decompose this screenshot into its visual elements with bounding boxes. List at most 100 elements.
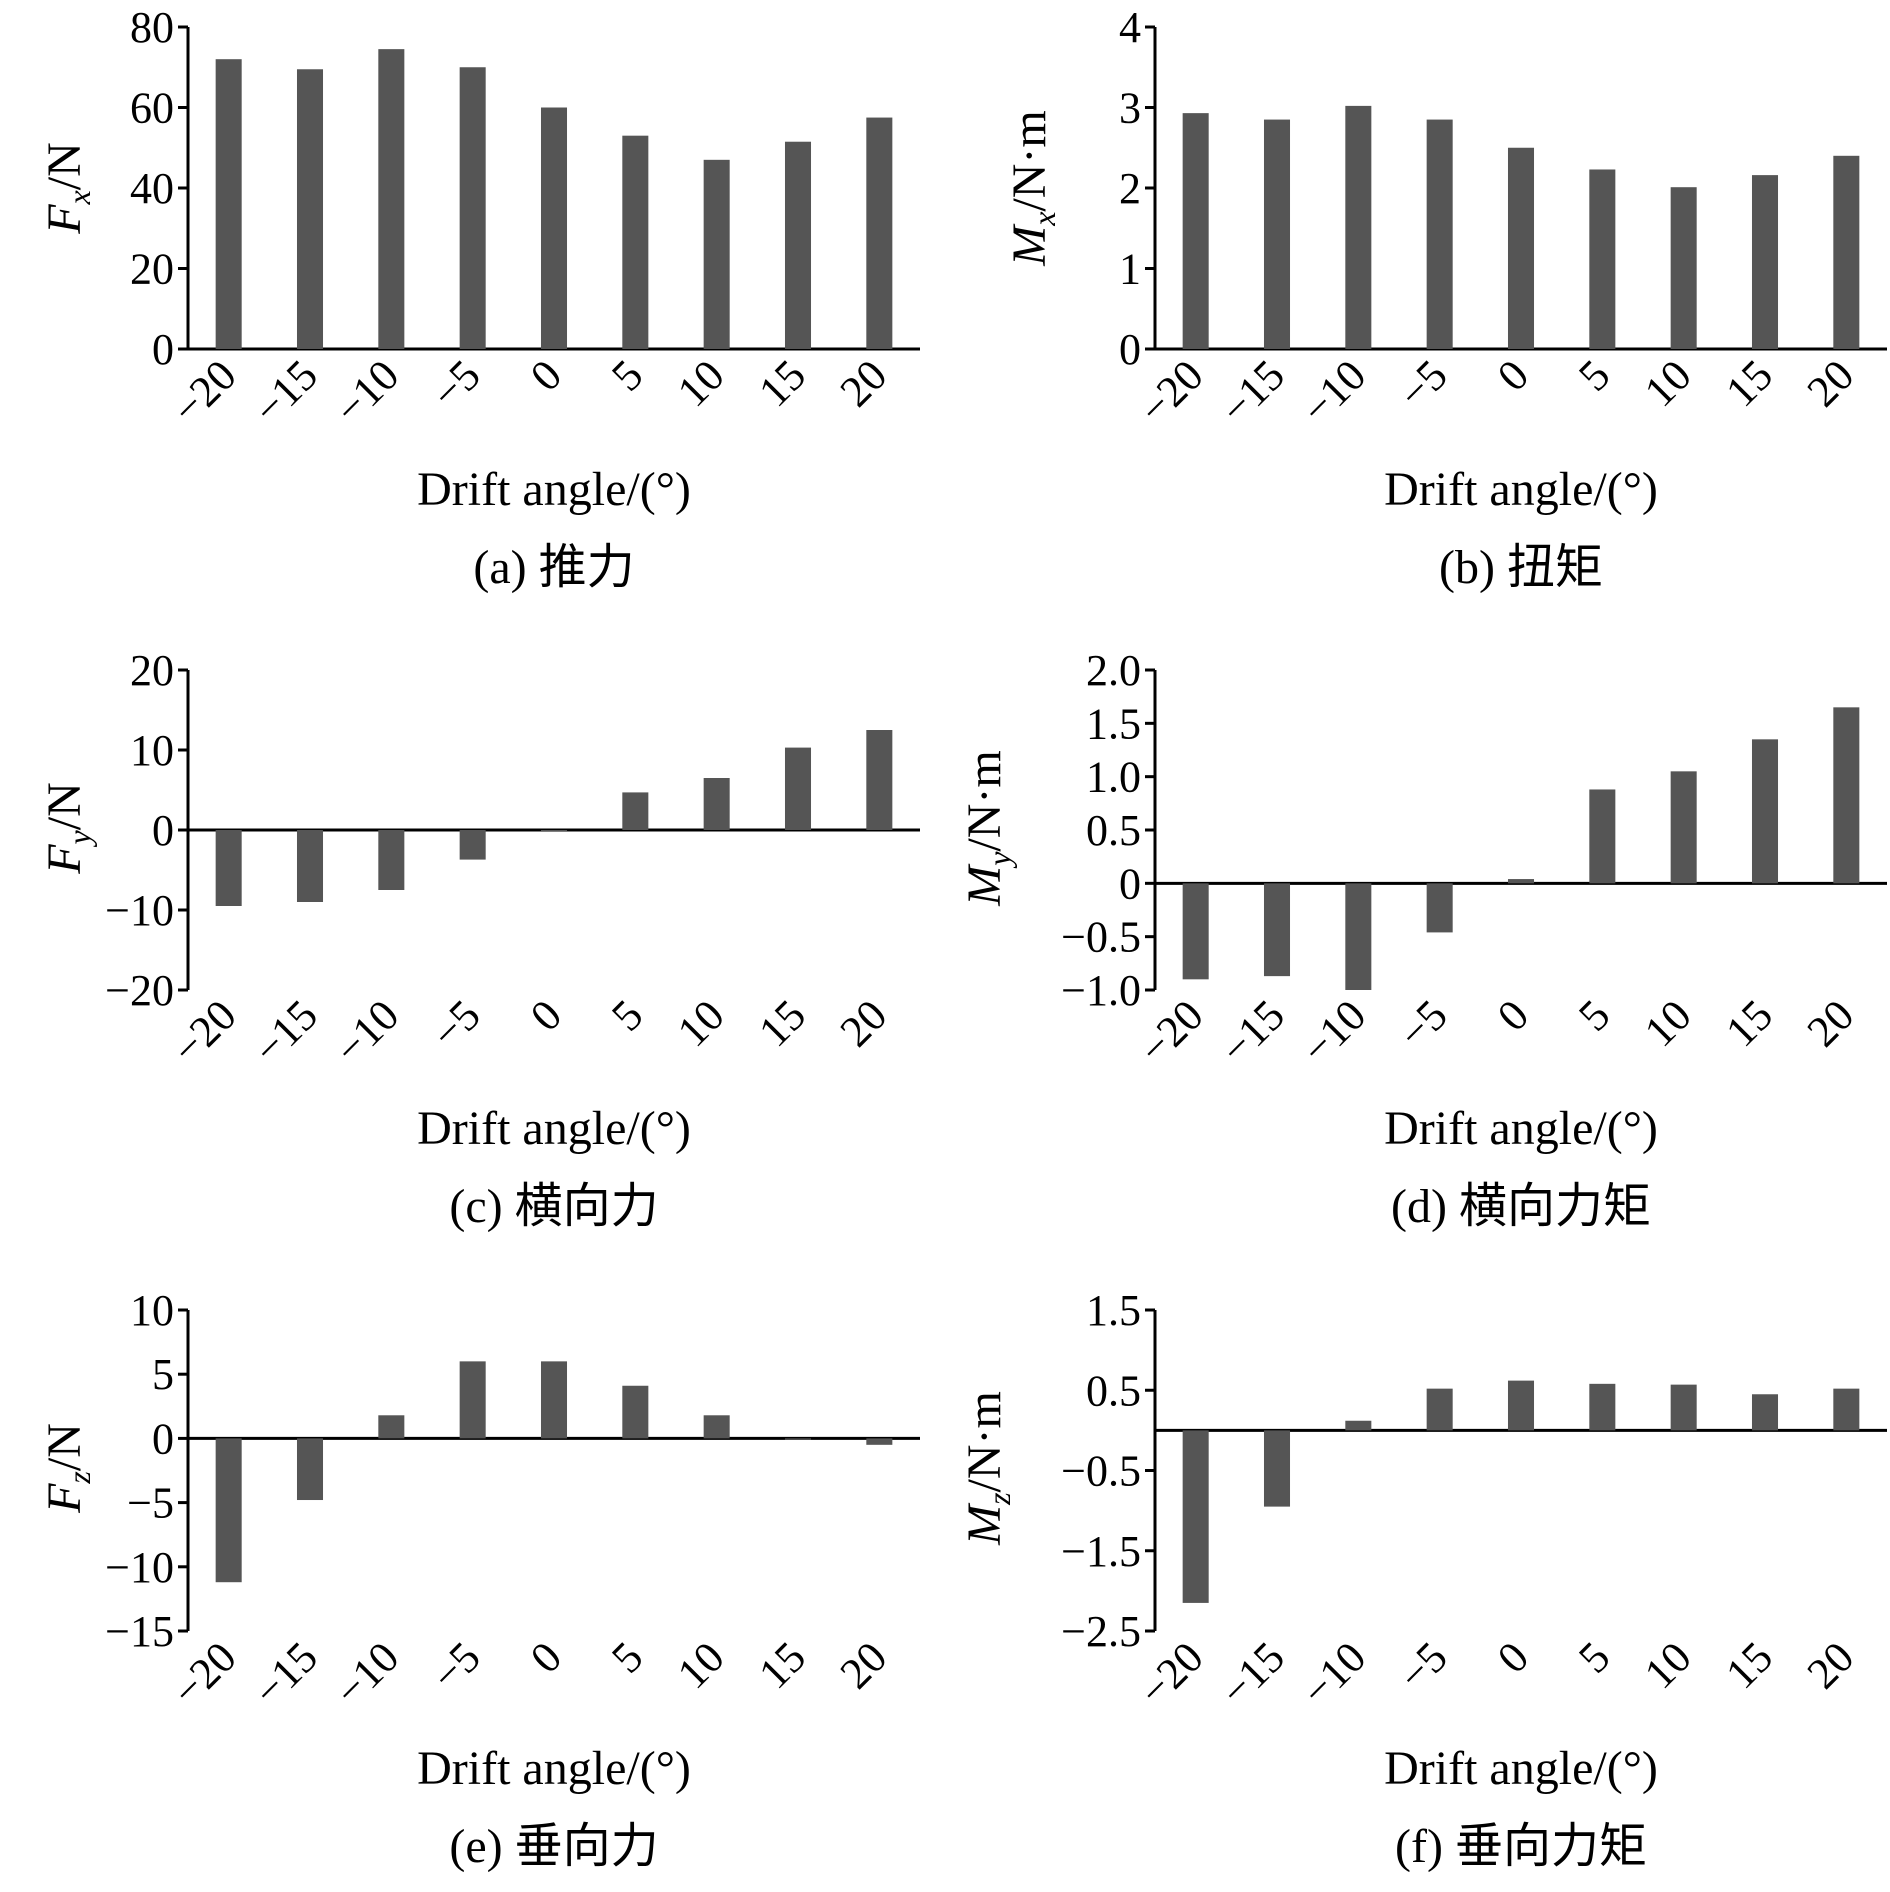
panel-caption: (d) 横向力矩 [1391,1180,1651,1233]
y-axis-unit: /N·m [958,1391,1011,1492]
y-axis-subscript: x [1026,212,1062,227]
bar-0 [540,830,568,831]
bar-neg10 [378,830,405,890]
bar-5 [1589,169,1616,349]
x-tick-label: 5 [602,1632,652,1682]
panel-caption: (f) 垂向力矩 [1395,1820,1647,1873]
x-tick-label: 15 [1716,1632,1782,1698]
y-tick-label: −2.5 [1061,1607,1141,1656]
x-tick-label: 15 [1716,990,1782,1056]
chart-panel-d: −1.0−0.500.51.01.52.0−20−15−10 −5 0 5 10 15 20… [958,646,1887,1233]
y-tick-label: 20 [130,646,174,695]
y-axis-title: Fz/N [38,1423,97,1514]
bar-5 [622,792,649,830]
y-tick-label: 0.5 [1086,1366,1141,1415]
bar-0 [1507,147,1535,349]
x-tick-label: −20 [1129,990,1212,1073]
bar-5 [622,1385,649,1439]
y-tick-label: 0 [152,1414,174,1463]
x-tick-label: −5 [422,350,490,418]
bar-15 [784,747,812,830]
y-axis-title: Mz/N·m [958,1391,1017,1546]
bar-15 [1751,175,1779,349]
y-tick-label: −1.5 [1061,1527,1141,1576]
y-axis-title: My/N·m [958,750,1017,907]
bar-neg10 [1345,883,1372,990]
bar-neg10 [378,49,405,349]
y-tick-label: 20 [130,245,174,294]
y-tick-label: −10 [105,886,174,935]
x-tick-label: −15 [1211,990,1294,1073]
x-tick-label: 5 [1569,350,1619,400]
bar-neg5 [1426,119,1453,349]
x-tick-label: 10 [668,350,734,416]
y-tick-label: 0 [1119,325,1141,374]
y-tick-label: 80 [130,3,174,52]
x-tick-label: −5 [422,1632,490,1700]
x-tick-label: 20 [1798,990,1864,1056]
x-tick-label: −5 [1389,350,1457,418]
bar-5 [622,135,649,349]
bar-neg10 [378,1415,405,1439]
y-tick-label: 0.5 [1086,806,1141,855]
y-axis-subscript: z [981,1492,1017,1506]
panel-caption: (c) 横向力 [449,1180,658,1233]
x-axis-title: Drift angle/(°) [1384,463,1658,516]
y-axis-symbol: F [38,204,91,235]
bar-0 [1507,1380,1535,1431]
y-axis-symbol: M [1003,223,1056,267]
x-tick-label: 15 [749,990,815,1056]
x-tick-label: −20 [162,350,245,433]
x-tick-label: −10 [1292,990,1375,1073]
x-tick-label: 20 [1798,350,1864,416]
y-axis-title: Fy/N [38,782,97,875]
x-tick-label: −20 [1129,1632,1212,1715]
bar-5 [1589,789,1616,884]
x-tick-label: −20 [1129,350,1212,433]
bar-20 [1833,155,1860,349]
y-tick-label: 1.5 [1086,699,1141,748]
bar-neg15 [296,830,324,902]
bar-10 [703,1415,730,1439]
y-axis-title: Mx/N·m [1003,110,1062,267]
bar-20 [1833,1388,1860,1431]
x-tick-label: 10 [668,990,734,1056]
y-axis-subscript: y [61,829,97,847]
y-tick-label: −1.0 [1061,966,1141,1015]
y-tick-label: −0.5 [1061,1447,1141,1496]
x-tick-label: −5 [1389,1632,1457,1700]
x-tick-label: 20 [831,350,897,416]
x-tick-label: 0 [521,350,571,400]
x-tick-label: 5 [1569,1632,1619,1682]
chart-panel-f: −2.5 −1.5 −0.5 0.5 1.5 −20−15−10 −5 0 5 10 15 20 Dri… [958,1286,1887,1873]
x-tick-label: −15 [1211,1632,1294,1715]
bar-10 [703,159,730,349]
y-axis-unit: /N [38,142,91,190]
bar-neg5 [459,830,486,860]
x-tick-label: 5 [602,990,652,1040]
x-tick-label: 10 [1635,1632,1701,1698]
x-tick-label: −10 [325,990,408,1073]
y-tick-label: 40 [130,164,174,213]
y-tick-label: −0.5 [1061,913,1141,962]
bar-neg20 [215,830,242,906]
panel-caption: (e) 垂向力 [449,1820,658,1873]
y-axis-symbol: F [38,844,91,875]
bar-0 [540,1361,568,1439]
bar-20 [866,1438,893,1445]
x-axis-title: Drift angle/(°) [1384,1102,1658,1155]
y-tick-label: −5 [127,1479,174,1528]
bar-15 [784,1438,812,1440]
x-tick-label: −15 [244,1632,327,1715]
x-tick-label: 20 [831,1632,897,1698]
x-tick-label: −5 [1389,990,1457,1058]
y-tick-label: 2.0 [1086,646,1141,695]
x-tick-label: 10 [668,1632,734,1698]
x-tick-label: −15 [1211,350,1294,433]
x-tick-label: 10 [1635,990,1701,1056]
panel-caption: (a) 推力 [473,541,634,594]
y-tick-label: −10 [105,1543,174,1592]
panel-caption: (b) 扭矩 [1439,541,1603,594]
